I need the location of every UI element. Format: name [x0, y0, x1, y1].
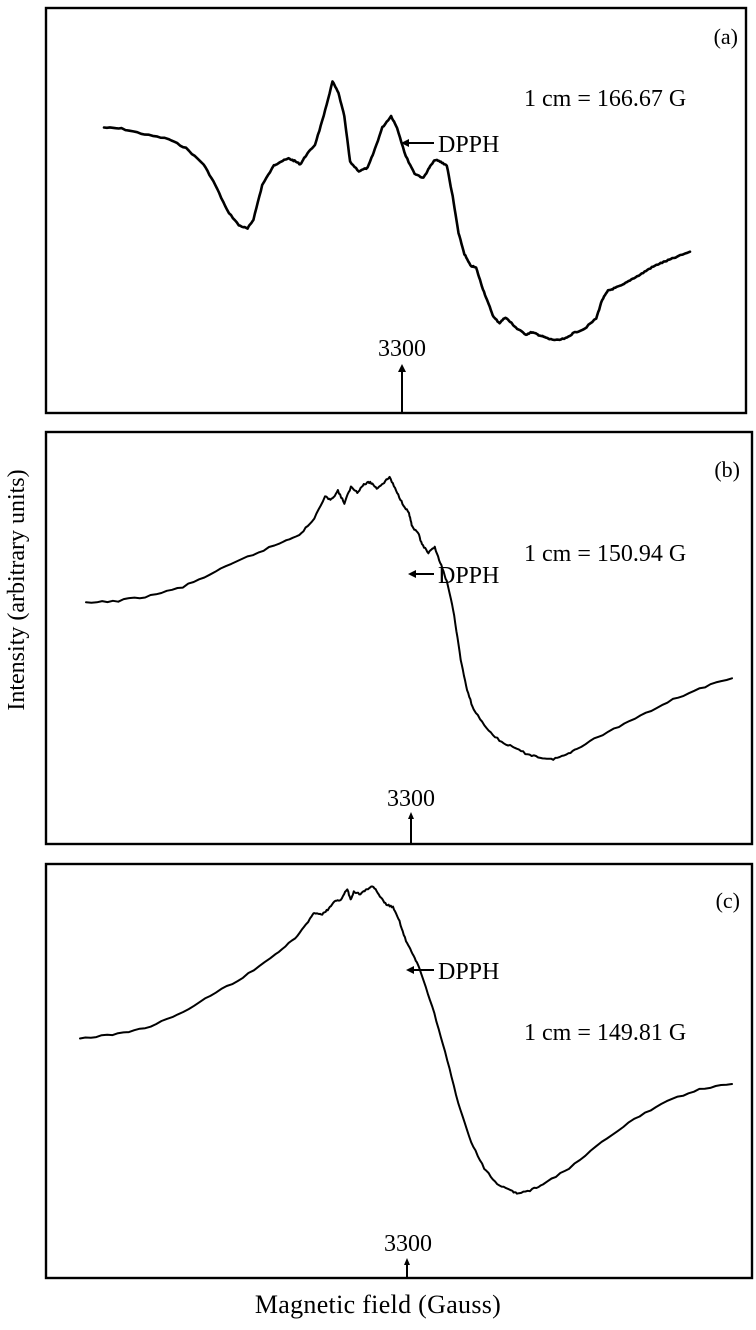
- panel-b-scale-label: 1 cm = 150.94 G: [524, 541, 686, 567]
- panel-b-label: (b): [714, 457, 740, 482]
- panel-a-dpph-label: DPPH: [438, 132, 499, 158]
- panel-b-tick-arrowhead: [408, 812, 414, 819]
- panel-a: (a) 1 cm = 166.67 G DPPH 3300: [44, 6, 748, 415]
- panel-c-trace: [79, 885, 733, 1195]
- panel-a-label: (a): [714, 24, 738, 49]
- panel-a-tick-arrowhead: [398, 364, 406, 372]
- y-axis-label-wrap: Intensity (arbitrary units): [4, 469, 30, 710]
- panel-c-dpph-arrowhead: [406, 966, 414, 974]
- panel-c-tick-label: 3300: [384, 1231, 432, 1257]
- panel-c-dpph-label: DPPH: [438, 959, 499, 985]
- x-axis-label: Magnetic field (Gauss): [254, 1290, 502, 1319]
- panel-a-trace: [102, 80, 692, 342]
- panel-a-tick-label: 3300: [378, 336, 426, 362]
- panel-b-tick-label: 3300: [387, 786, 435, 812]
- panel-b-dpph-label: DPPH: [438, 563, 499, 589]
- y-axis-label: Intensity (arbitrary units): [4, 469, 30, 710]
- panel-c-tick-arrowhead: [404, 1258, 410, 1265]
- panel-b-frame: [44, 430, 754, 846]
- panel-a-scale-label: 1 cm = 166.67 G: [524, 86, 686, 112]
- panel-c: (c) 1 cm = 149.81 G DPPH 3300: [44, 862, 754, 1280]
- panel-a-frame: [44, 6, 748, 415]
- panel-c-scale-label: 1 cm = 149.81 G: [524, 1020, 686, 1046]
- panel-a-dpph-arrowhead: [401, 139, 409, 147]
- panel-c-label: (c): [716, 888, 740, 913]
- panel-b-trace: [85, 475, 733, 761]
- panel-b: (b) 1 cm = 150.94 G DPPH 3300: [44, 430, 754, 846]
- panel-c-frame: [44, 862, 754, 1280]
- panel-b-dpph-arrowhead: [408, 570, 416, 578]
